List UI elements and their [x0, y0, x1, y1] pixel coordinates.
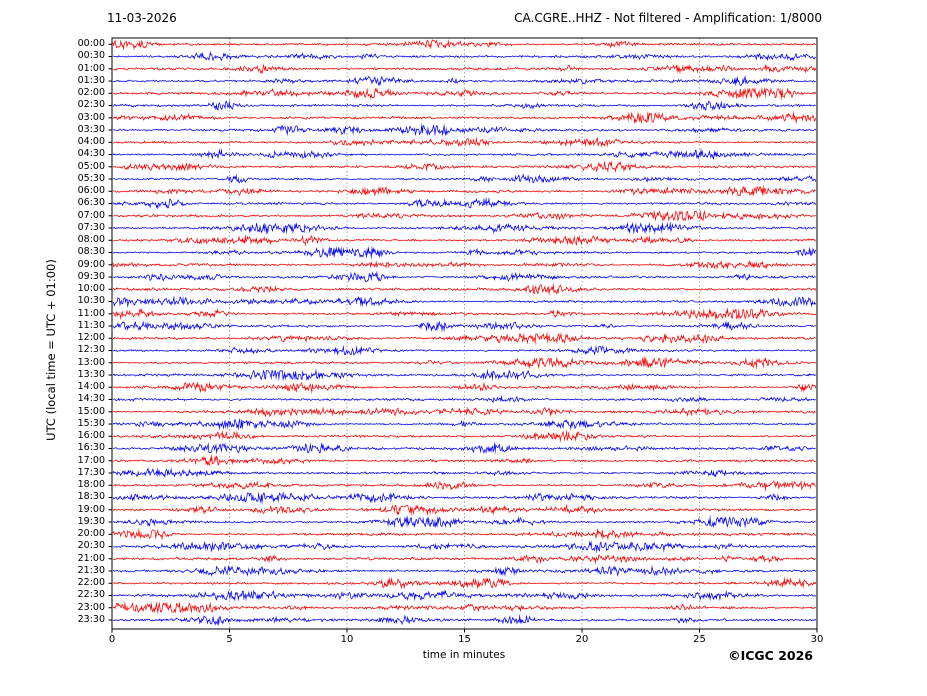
y-tick-label: 09:00 [77, 258, 105, 270]
y-tick-label: 04:30 [77, 148, 105, 160]
y-tick-label: 23:00 [77, 601, 105, 613]
y-tick-label: 01:30 [77, 74, 105, 86]
y-tick-label: 16:00 [77, 430, 105, 442]
y-tick-label: 03:30 [77, 123, 105, 135]
y-tick-label: 02:00 [77, 87, 105, 99]
x-tick-label: 20 [575, 634, 589, 645]
y-tick-label: 10:00 [77, 283, 105, 295]
y-tick-label: 22:30 [77, 589, 105, 601]
y-tick-label: 07:00 [77, 209, 105, 221]
y-tick-label: 08:30 [77, 246, 105, 258]
y-tick-label: 02:30 [77, 99, 105, 111]
y-tick-label: 08:00 [77, 234, 105, 246]
x-tick-label: 5 [226, 634, 233, 645]
y-tick-label: 05:30 [77, 172, 105, 184]
y-tick-label: 15:00 [77, 405, 105, 417]
y-tick-label: 16:30 [77, 442, 105, 454]
y-tick-label: 22:00 [77, 577, 105, 589]
y-tick-label: 17:00 [77, 454, 105, 466]
x-tick-label: 15 [458, 634, 471, 645]
x-tick-label: 0 [108, 634, 116, 645]
y-tick-label: 14:30 [77, 393, 105, 405]
y-tick-label: 20:30 [77, 540, 105, 552]
x-tick-label: 10 [340, 634, 354, 645]
copyright-label: ©ICGC 2026 [728, 648, 813, 663]
y-tick-label: 13:30 [77, 368, 105, 380]
y-tick-label: 11:00 [77, 307, 105, 319]
x-axis-title: time in minutes [422, 649, 506, 661]
y-tick-label: 10:30 [77, 295, 105, 307]
y-tick-label: 14:00 [77, 381, 105, 393]
y-tick-label: 00:30 [77, 50, 105, 62]
y-tick-label: 18:30 [77, 491, 105, 503]
y-tick-label: 05:00 [77, 160, 105, 172]
y-tick-label: 09:30 [77, 270, 105, 282]
y-tick-label: 23:30 [77, 613, 105, 625]
y-tick-label: 11:30 [77, 319, 105, 331]
date-label: 11-03-2026 [107, 11, 177, 25]
y-tick-label: 04:00 [77, 136, 105, 148]
x-tick-label: 30 [810, 634, 824, 645]
y-tick-label: 20:00 [77, 528, 105, 540]
y-tick-label: 00:00 [77, 38, 105, 50]
y-tick-label: 12:00 [77, 332, 105, 344]
y-tick-label: 19:30 [77, 515, 105, 527]
y-tick-label: 21:30 [77, 564, 105, 576]
y-tick-label: 15:30 [77, 417, 105, 429]
y-tick-label: 06:30 [77, 197, 105, 209]
y-tick-label: 13:00 [77, 356, 105, 368]
y-tick-label: 07:30 [77, 221, 105, 233]
y-tick-label: 21:00 [77, 552, 105, 564]
y-tick-label: 12:30 [77, 344, 105, 356]
y-tick-label: 03:00 [77, 111, 105, 123]
y-tick-label: 19:00 [77, 503, 105, 515]
y-tick-label: 17:30 [77, 466, 105, 478]
y-tick-label: 06:00 [77, 185, 105, 197]
y-tick-label: 18:00 [77, 479, 105, 491]
x-tick-label: 25 [693, 634, 706, 645]
plot-title: CA.CGRE..HHZ - Not filtered - Amplificat… [514, 11, 822, 25]
y-tick-label: 01:00 [77, 62, 105, 74]
